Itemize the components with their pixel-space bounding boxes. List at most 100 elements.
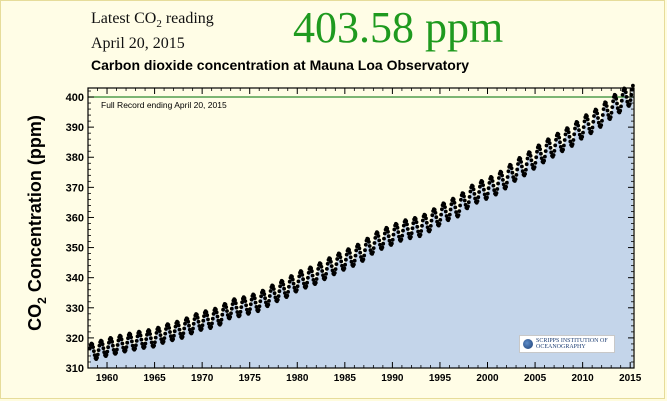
data-point xyxy=(95,352,100,357)
data-point xyxy=(599,123,604,127)
data-point xyxy=(296,279,301,284)
data-point xyxy=(178,331,183,336)
data-point xyxy=(443,205,447,210)
data-point xyxy=(224,305,229,309)
data-point xyxy=(147,329,152,333)
data-point xyxy=(318,262,323,266)
data-point xyxy=(513,177,518,182)
data-point xyxy=(252,293,256,298)
data-point xyxy=(391,232,396,237)
data-point xyxy=(263,296,267,301)
data-point xyxy=(470,184,475,189)
data-point xyxy=(106,345,110,350)
data-point xyxy=(202,314,206,318)
data-point xyxy=(124,345,129,349)
data-point xyxy=(496,181,500,186)
data-point xyxy=(509,166,514,171)
data-point xyxy=(306,270,311,275)
data-point xyxy=(323,275,328,280)
data-point xyxy=(92,353,97,357)
data-point xyxy=(218,321,223,326)
data-point xyxy=(358,250,363,255)
data-point xyxy=(430,213,435,218)
data-point xyxy=(514,173,519,177)
data-point xyxy=(501,178,505,182)
data-point xyxy=(539,151,543,156)
data-point xyxy=(107,340,111,345)
data-point xyxy=(320,269,325,273)
data-point xyxy=(126,336,130,341)
data-point xyxy=(190,330,195,334)
data-point xyxy=(585,114,589,118)
data-point xyxy=(552,149,557,153)
data-point xyxy=(505,175,510,179)
data-point xyxy=(581,130,585,135)
y-tick-label: 400 xyxy=(66,92,84,104)
data-point xyxy=(115,347,119,352)
data-point xyxy=(210,321,214,326)
data-point xyxy=(476,195,481,200)
data-point xyxy=(309,266,313,271)
data-point xyxy=(404,219,409,224)
data-point xyxy=(348,251,352,255)
data-point xyxy=(601,107,606,111)
data-point xyxy=(239,305,244,309)
data-point xyxy=(504,184,508,189)
data-point xyxy=(301,277,305,282)
data-point xyxy=(310,269,314,274)
data-point xyxy=(472,192,477,196)
data-point xyxy=(295,284,300,289)
data-point xyxy=(372,241,377,245)
y-tick-label: 360 xyxy=(66,212,84,224)
data-point xyxy=(324,272,328,276)
latest-reading-caption: Latest CO2 reading April 20, 2015 xyxy=(91,9,214,54)
data-point xyxy=(209,324,214,329)
data-point xyxy=(543,149,548,154)
data-point xyxy=(310,273,315,278)
data-point xyxy=(581,125,586,129)
data-point xyxy=(459,197,463,202)
data-point xyxy=(285,293,290,298)
data-point xyxy=(287,284,291,289)
data-point xyxy=(353,253,358,258)
data-point xyxy=(378,242,382,247)
data-point xyxy=(610,105,615,109)
data-point xyxy=(631,83,635,88)
data-point xyxy=(240,300,245,305)
data-point xyxy=(168,334,173,339)
data-point xyxy=(243,299,248,303)
data-point xyxy=(329,264,334,268)
data-point xyxy=(613,93,618,98)
data-point xyxy=(371,246,376,251)
scripps-logo: SCRIPPS INSTITUTION OF OCEANOGRAPHY xyxy=(519,335,615,353)
data-point xyxy=(292,285,297,290)
data-point xyxy=(529,158,534,163)
data-point xyxy=(225,309,229,313)
data-point xyxy=(533,161,538,165)
data-point xyxy=(410,226,415,231)
data-point xyxy=(604,101,608,105)
data-point xyxy=(275,297,280,302)
data-point xyxy=(325,261,330,266)
data-point xyxy=(487,181,492,185)
data-point xyxy=(109,336,114,341)
data-point xyxy=(177,327,182,332)
data-point xyxy=(418,232,423,237)
data-point xyxy=(282,286,286,291)
logo-line-2: OCEANOGRAPHY xyxy=(536,344,586,350)
y-tick-label: 330 xyxy=(66,303,84,315)
data-point xyxy=(259,294,263,299)
data-point xyxy=(316,267,321,271)
logo-line-1: SCRIPPS INSTITUTION OF xyxy=(536,338,608,344)
data-point xyxy=(538,147,542,152)
data-point xyxy=(419,229,424,233)
data-point xyxy=(128,332,133,337)
data-point xyxy=(314,277,319,281)
data-point xyxy=(97,343,102,348)
data-point xyxy=(210,316,215,321)
data-point xyxy=(420,223,424,228)
data-point xyxy=(424,216,428,221)
data-point xyxy=(153,335,158,340)
data-point xyxy=(519,160,523,164)
y-tick-label: 310 xyxy=(66,363,84,375)
